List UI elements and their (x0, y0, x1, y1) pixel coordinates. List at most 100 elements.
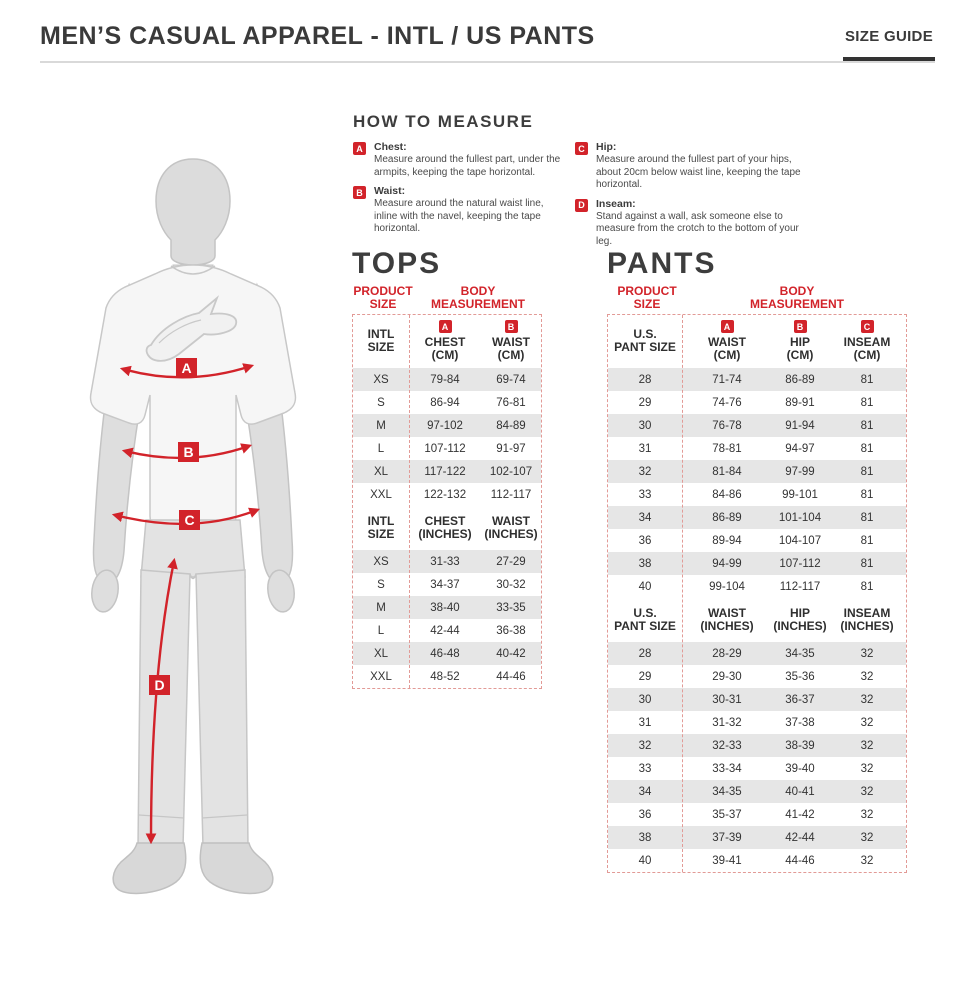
column-header: WAIST (CM) (708, 335, 746, 362)
table-cell: 34-37 (430, 578, 460, 591)
table-cell: XXL (370, 488, 392, 501)
table-cell: 30 (638, 419, 652, 432)
table-cell: S (377, 578, 385, 591)
table-cell: 28-29 (712, 647, 742, 660)
table-cell: 44-46 (785, 854, 815, 867)
column-header: INTL SIZE (367, 513, 395, 541)
table-row: 29 74-76 89-91 81 (608, 391, 906, 414)
pants-table: U.S. PANT SIZE A WAIST (CM) B HIP (CM) C… (607, 314, 907, 873)
table-row: 29 29-30 35-36 32 (608, 665, 906, 688)
table-cell: 38 (638, 831, 652, 844)
legend-title: Waist: (374, 185, 406, 197)
size-guide-tab[interactable]: SIZE GUIDE (842, 28, 935, 61)
table-cell: 34-35 (712, 785, 742, 798)
brand-logo (145, 295, 238, 362)
table-cell: L (377, 624, 385, 637)
svg-text:B: B (183, 444, 193, 460)
table-cell: 42-44 (430, 624, 460, 637)
table-cell: 94-99 (712, 557, 742, 570)
table-cell: 32 (638, 739, 652, 752)
column-header: U.S. PANT SIZE (614, 327, 676, 354)
table-cell: 104-107 (778, 534, 822, 547)
table-cell: 33 (638, 762, 652, 775)
letter-a-badge: A (720, 320, 734, 333)
table-cell: 94-97 (785, 442, 815, 455)
table-cell: 29 (638, 396, 652, 409)
table-cell: 97-99 (785, 465, 815, 478)
figure-label-b: B (178, 442, 199, 462)
table-cell: 31-33 (430, 555, 460, 568)
table-row: 32 81-84 97-99 81 (608, 460, 906, 483)
pants-section: PANTS PRODUCT SIZE BODY MEASUREMENT U.S.… (607, 248, 907, 873)
letter-b-badge: B (353, 186, 366, 199)
table-cell: 78-81 (712, 442, 742, 455)
table-cell: XL (373, 647, 389, 660)
table-row: 38 94-99 107-112 81 (608, 552, 906, 575)
table-row: XS 79-84 69-74 (353, 368, 541, 391)
table-cell: 32 (860, 831, 874, 844)
table-cell: 32 (638, 465, 652, 478)
table-row: XXL 122-132 112-117 (353, 483, 541, 506)
letter-b-badge: B (504, 320, 518, 333)
table-cell: 32 (860, 785, 874, 798)
legend-desc: Measure around the fullest part, under t… (374, 154, 561, 178)
table-cell: 37-39 (712, 831, 742, 844)
table-row: XL 46-48 40-42 (353, 642, 541, 665)
column-header: CHEST (CM) (424, 335, 466, 362)
table-row: 33 84-86 99-101 81 (608, 483, 906, 506)
table-cell: 81 (860, 373, 874, 386)
table-cell: 89-91 (785, 396, 815, 409)
table-row: 30 30-31 36-37 32 (608, 688, 906, 711)
table-cell: 37-38 (785, 716, 815, 729)
svg-text:D: D (154, 677, 164, 693)
table-cell: 36-37 (785, 693, 815, 706)
table-cell: 40 (638, 580, 652, 593)
tops-heading: TOPS (352, 247, 442, 280)
table-cell: 40-41 (785, 785, 815, 798)
tops-section: TOPS PRODUCT SIZE BODY MEASUREMENT INTL … (352, 248, 542, 689)
figure-head (155, 158, 231, 280)
figure-label-c: C (179, 510, 200, 530)
column-header: INSEAM (INCHES) (840, 605, 894, 633)
figure-shoes (112, 842, 274, 895)
table-cell: 107-112 (424, 442, 466, 455)
table-cell: 39-40 (785, 762, 815, 775)
table-cell: 69-74 (496, 373, 526, 386)
table-cell: 89-94 (712, 534, 742, 547)
table-cell: 32 (860, 739, 874, 752)
table-cell: 36-38 (496, 624, 526, 637)
table-row: M 97-102 84-89 (353, 414, 541, 437)
table-cell: 27-29 (496, 555, 526, 568)
table-cell: 81 (860, 442, 874, 455)
table-cell: 101-104 (778, 511, 822, 524)
legend-title: Hip: (596, 141, 617, 153)
table-cell: 76-78 (712, 419, 742, 432)
table-cell: S (377, 396, 385, 409)
table-divider (682, 315, 683, 872)
table-cell: 28 (638, 373, 652, 386)
page-title: MEN’S CASUAL APPAREL - INTL / US PANTS (40, 22, 595, 50)
table-cell: 48-52 (430, 670, 460, 683)
table-row: L 107-112 91-97 (353, 437, 541, 460)
table-cell: 36 (638, 534, 652, 547)
tops-cm-rows: XS 79-84 69-74 S 86-94 76-81 M 97-102 84-89 L 107-… (353, 368, 541, 506)
table-cell: 34 (638, 511, 652, 524)
body-measurement-label: BODY MEASUREMENT (749, 284, 844, 311)
letter-c-badge: C (860, 320, 874, 333)
table-row: 33 33-34 39-40 32 (608, 757, 906, 780)
pants-inches-rows: 28 28-29 34-35 32 29 29-30 35-36 32 30 30-31 36-37… (608, 642, 906, 872)
legend-desc: Measure around the fullest part of your … (596, 154, 801, 190)
table-cell: 30-32 (496, 578, 526, 591)
table-cell: XS (373, 373, 389, 386)
table-cell: 35-37 (712, 808, 742, 821)
table-cell: 81-84 (712, 465, 742, 478)
table-cell: 91-97 (496, 442, 526, 455)
tops-column-groups: PRODUCT SIZE BODY MEASUREMENT (352, 285, 542, 310)
table-cell: 32 (860, 716, 874, 729)
legend-desc: Stand against a wall, ask someone else t… (596, 210, 799, 247)
legend-title: Inseam: (596, 197, 636, 210)
table-cell: 84-86 (712, 488, 742, 501)
table-cell: 33-34 (712, 762, 742, 775)
table-cell: 33-35 (496, 601, 526, 614)
